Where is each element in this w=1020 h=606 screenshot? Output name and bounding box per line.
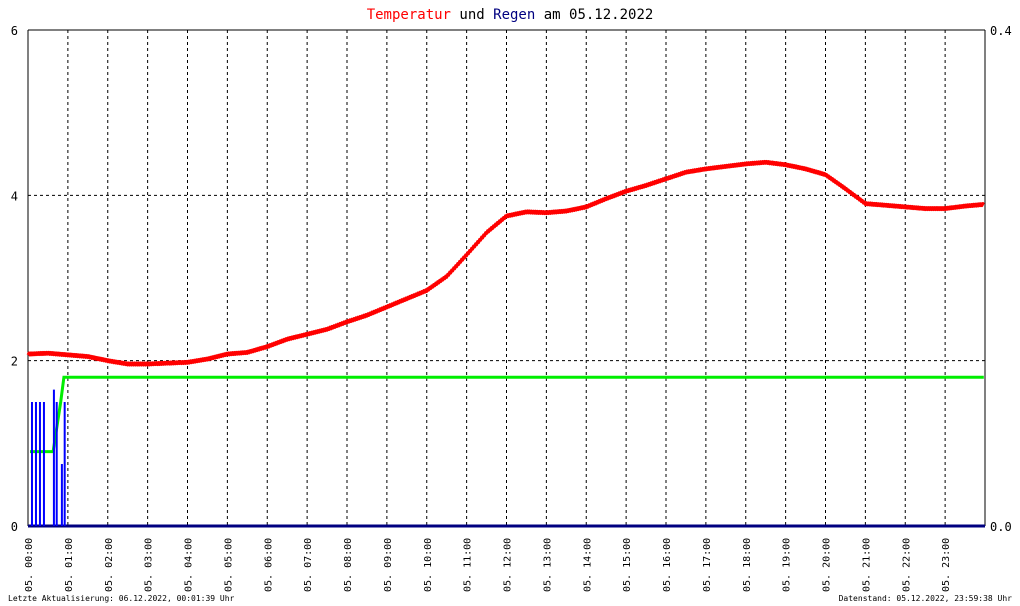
x-tick-label: 05. 03:00 xyxy=(144,538,155,592)
temperature-line xyxy=(26,159,985,367)
x-tick-label: 05. 23:00 xyxy=(941,538,952,592)
y-right-tick-label: 0.4 xyxy=(990,24,1012,38)
x-tick-label: 05. 14:00 xyxy=(582,538,593,592)
footer-last-update: Letzte Aktualisierung: 06.12.2022, 00:01… xyxy=(8,594,235,603)
x-tick-label: 05. 08:00 xyxy=(343,538,354,592)
x-tick-label: 05. 01:00 xyxy=(64,538,75,592)
x-tick-label: 05. 20:00 xyxy=(822,538,833,592)
title-part-1: und xyxy=(451,7,493,23)
y-left-tick-label: 0 xyxy=(11,520,18,534)
x-tick-label: 05. 13:00 xyxy=(542,538,553,592)
x-tick-label: 05. 10:00 xyxy=(423,538,434,592)
x-tick-label: 05. 05:00 xyxy=(223,538,234,592)
x-tick-label: 05. 06:00 xyxy=(263,538,274,592)
x-tick-label: 05. 15:00 xyxy=(622,538,633,592)
x-tick-label: 05. 16:00 xyxy=(662,538,673,592)
x-tick-label: 05. 07:00 xyxy=(303,538,314,592)
x-tick-label: 05. 18:00 xyxy=(742,538,753,592)
x-tick-label: 05. 12:00 xyxy=(503,538,514,592)
x-tick-label: 05. 17:00 xyxy=(702,538,713,592)
series xyxy=(26,159,985,526)
x-tick-label: 05. 09:00 xyxy=(383,538,394,592)
x-tick-label: 05. 00:00 xyxy=(24,538,35,592)
y-left-tick-label: 4 xyxy=(11,189,18,203)
axes xyxy=(27,29,986,528)
x-tick-label: 05. 21:00 xyxy=(861,538,872,592)
chart-title: Temperatur und Regen am 05.12.2022 xyxy=(367,7,654,23)
title-part-3: am 05.12.2022 xyxy=(535,7,653,23)
x-tick-label: 05. 22:00 xyxy=(901,538,912,592)
x-tick-label: 05. 02:00 xyxy=(104,538,115,592)
x-tick-label: 05. 04:00 xyxy=(184,538,195,592)
title-part-0: Temperatur xyxy=(367,7,451,23)
tick-labels: 05. 00:00 05. 01:00 05. 02:00 05. 03:00 05. … xyxy=(11,24,1012,592)
title-part-2: Regen xyxy=(493,7,535,23)
y-right-tick-label: 0.0 xyxy=(990,520,1012,534)
y-left-tick-label: 2 xyxy=(11,355,18,369)
x-tick-label: 05. 19:00 xyxy=(782,538,793,592)
grid xyxy=(28,30,985,526)
y-left-tick-label: 6 xyxy=(11,24,18,38)
x-tick-label: 05. 11:00 xyxy=(463,538,474,592)
footer-data-status: Datenstand: 05.12.2022, 23:59:38 Uhr xyxy=(839,594,1013,603)
